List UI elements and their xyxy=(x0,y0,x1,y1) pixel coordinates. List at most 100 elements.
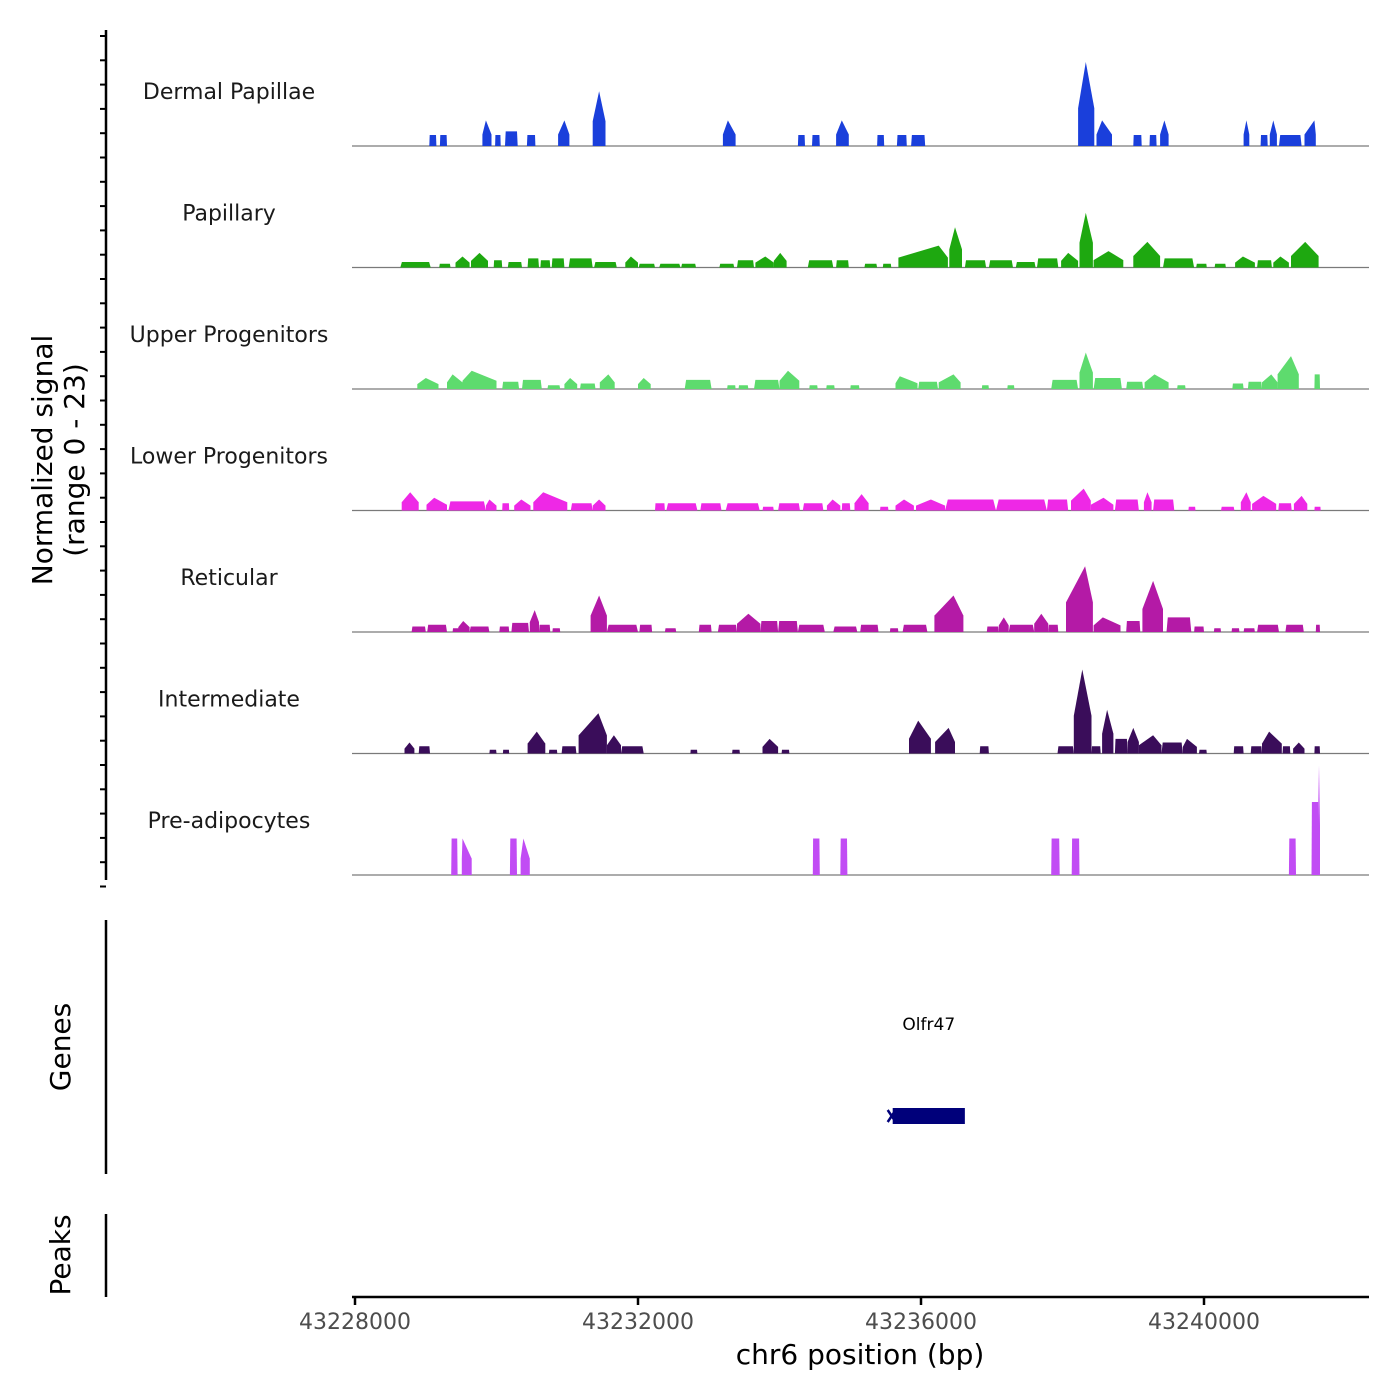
coverage-mark xyxy=(762,738,779,754)
coverage-mark xyxy=(1061,252,1079,268)
coverage-mark xyxy=(934,595,964,632)
coverage-mark xyxy=(850,385,860,389)
coverage-mark xyxy=(1073,669,1092,754)
coverage-mark xyxy=(1257,260,1272,268)
coverage-mark xyxy=(594,262,617,268)
coverage-mark xyxy=(779,370,800,389)
coverage-mark xyxy=(911,135,926,146)
coverage-mark xyxy=(896,135,907,146)
coverage-mark xyxy=(981,385,989,389)
coverage-mark xyxy=(529,610,539,632)
coverage-mark xyxy=(1051,379,1079,389)
coverage-mark xyxy=(638,263,655,268)
coverage-mark xyxy=(548,749,558,754)
coverage-mark xyxy=(1007,385,1015,389)
coverage-mark xyxy=(1213,628,1221,632)
coverage-mark xyxy=(1046,499,1069,511)
coverage-mark xyxy=(1096,120,1112,146)
track-pre-adipocytes: Pre-adipocytes xyxy=(148,765,1369,876)
coverage-mark xyxy=(1102,709,1114,754)
coverage-mark xyxy=(1317,765,1320,875)
x-axis-label: chr6 position (bp) xyxy=(736,1338,985,1371)
coverage-mark xyxy=(482,120,492,146)
coverage-mark xyxy=(727,385,736,389)
coverage-mark xyxy=(485,499,497,511)
track-label: Dermal Papillae xyxy=(143,80,315,105)
coverage-mark xyxy=(909,720,931,754)
coverage-mark xyxy=(638,378,651,389)
coverage-mark xyxy=(447,374,463,389)
coverage-mark xyxy=(621,746,644,754)
coverage-mark xyxy=(916,499,946,511)
coverage-mark xyxy=(1221,506,1235,511)
coverage-mark xyxy=(417,378,439,389)
coverage-mark xyxy=(1034,613,1049,632)
coverage-mark xyxy=(722,120,736,146)
coverage-mark xyxy=(1126,621,1141,632)
coverage-mark xyxy=(495,135,501,146)
coverage-mark xyxy=(864,263,878,268)
coverage-mark xyxy=(880,506,889,511)
coverage-mark xyxy=(979,746,989,754)
coverage-mark xyxy=(527,258,539,268)
coverage-mark xyxy=(1214,263,1226,268)
coverage-mark xyxy=(606,735,621,754)
coverage-mark xyxy=(809,385,818,389)
coverage-mark xyxy=(439,135,447,146)
coverage-mark xyxy=(988,260,1013,268)
coverage-mark xyxy=(502,381,520,389)
coverage-mark xyxy=(1048,624,1059,632)
coverage-mark xyxy=(755,256,774,268)
coverage-mark xyxy=(938,374,961,389)
gene-annotations: Olfr47 xyxy=(886,1015,965,1124)
coverage-mark xyxy=(812,135,820,146)
coverage-mark xyxy=(666,503,698,511)
coverage-mark xyxy=(568,258,593,268)
coverage-mark xyxy=(1188,506,1196,511)
coverage-mark xyxy=(520,838,530,875)
coverage-mark xyxy=(526,135,536,146)
coverage-mark xyxy=(552,628,561,632)
coverage-mark xyxy=(1262,731,1282,754)
coverage-mark xyxy=(812,838,820,875)
coverage-mark xyxy=(1243,628,1255,632)
coverage-mark xyxy=(1282,746,1291,754)
track-upper-progenitors: Upper Progenitors xyxy=(130,323,1369,390)
coverage-mark xyxy=(469,626,490,632)
coverage-mark xyxy=(551,258,565,268)
coverage-mark xyxy=(1160,120,1169,146)
x-tick-label: 43236000 xyxy=(865,1310,977,1335)
coverage-mark xyxy=(895,499,914,511)
coverage-mark xyxy=(401,492,419,511)
coverage-mark xyxy=(738,385,749,389)
coverage-mark xyxy=(1304,120,1316,146)
coverage-mark xyxy=(1311,802,1319,875)
genes-panel-label: Genes xyxy=(44,1003,77,1091)
coverage-mark xyxy=(1235,256,1255,268)
coverage-mark xyxy=(1247,381,1262,389)
y-axis-label-line1: Normalized signal xyxy=(26,335,59,586)
signal-y-axis xyxy=(100,30,108,888)
coverage-mark xyxy=(1273,256,1289,268)
coverage-mark xyxy=(514,499,531,511)
coverage-mark xyxy=(1015,262,1036,268)
coverage-mark xyxy=(499,626,510,632)
coverage-mark xyxy=(1257,624,1279,632)
coverage-mark xyxy=(625,256,638,268)
coverage-mark xyxy=(1093,617,1121,632)
coverage-mark xyxy=(1182,738,1197,754)
coverage-mark xyxy=(902,624,928,632)
coverage-mark xyxy=(737,260,754,268)
coverage-mark xyxy=(778,503,800,511)
coverage-mark xyxy=(1144,374,1169,389)
coverage-mark xyxy=(1314,374,1320,389)
coverage-mark xyxy=(986,626,999,632)
coverage-mark xyxy=(502,749,510,754)
coverage-mark xyxy=(725,503,760,511)
coverage-mark xyxy=(807,260,834,268)
coverage-mark xyxy=(1277,356,1299,389)
coverage-mark xyxy=(664,628,677,632)
x-tick-label: 43240000 xyxy=(1148,1310,1260,1335)
coverage-mark xyxy=(836,260,849,268)
coverage-mark xyxy=(1153,499,1175,511)
